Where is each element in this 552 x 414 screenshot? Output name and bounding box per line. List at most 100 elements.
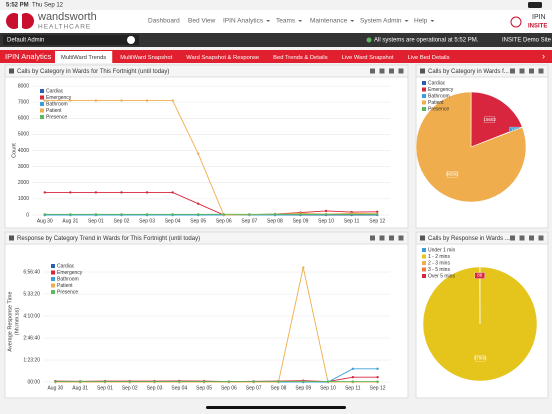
tab-label[interactable]: Ward Snapshot & Response <box>186 55 259 61</box>
battery <box>528 2 542 8</box>
nav-item[interactable]: Bed View <box>188 18 216 25</box>
nav-item[interactable]: Maintenance <box>310 18 348 25</box>
point <box>78 380 82 383</box>
point <box>351 367 355 370</box>
data-label: 66592 <box>446 171 459 176</box>
point <box>202 380 206 383</box>
y-tick-label: 3000 <box>18 164 29 170</box>
y-tick-label: 1000 <box>18 196 29 202</box>
x-tick-label: Sep 08 <box>271 385 287 391</box>
pie-slice <box>470 91 523 148</box>
legend-label: Bathroom <box>46 101 68 107</box>
panel-tool[interactable] <box>398 68 404 74</box>
nav-item[interactable]: System Admin <box>360 18 402 25</box>
panel-tool[interactable] <box>370 68 375 74</box>
panel-tool[interactable] <box>519 68 525 74</box>
legend-label: Patient <box>428 100 444 106</box>
panel-icon <box>420 68 425 74</box>
x-tick-label: Sep 02 <box>122 385 138 391</box>
brand: IPIN <box>532 14 546 21</box>
panel-header <box>4 231 409 245</box>
panel-tool[interactable] <box>389 68 394 74</box>
header <box>0 10 552 33</box>
y-tick-label: 4000 <box>18 148 29 154</box>
data-label: 57905 <box>474 355 487 360</box>
user-select[interactable] <box>3 35 139 45</box>
panel-tool[interactable] <box>529 68 534 74</box>
point <box>376 380 379 383</box>
y-tick-label: 6000 <box>18 116 29 122</box>
legend-label: Presence <box>428 106 449 112</box>
point <box>248 213 251 216</box>
legend-swatch <box>51 277 55 281</box>
caret <box>404 20 409 22</box>
point <box>350 213 353 216</box>
panel-tool[interactable] <box>519 235 525 241</box>
legend-swatch <box>40 108 44 113</box>
tab[interactable] <box>55 51 113 63</box>
panel-tool[interactable] <box>510 235 515 241</box>
user-icon[interactable] <box>127 36 135 44</box>
tab-label[interactable]: Live Ward Snapshot <box>342 55 394 61</box>
panel-tool[interactable] <box>370 235 375 241</box>
legend-label: 3 - 5 mins <box>428 267 450 273</box>
x-tick-label: Sep 07 <box>241 218 257 224</box>
point <box>128 380 131 383</box>
caret <box>430 20 435 22</box>
tab-label[interactable]: MultiWard Snapshot <box>120 55 172 61</box>
panel-tool[interactable] <box>538 235 544 241</box>
caret <box>298 20 303 22</box>
x-tick-label: Sep 05 <box>190 218 206 224</box>
x-tick-label: Sep 03 <box>139 218 155 224</box>
point <box>171 99 174 102</box>
panel-icon <box>420 235 425 241</box>
point <box>69 191 72 194</box>
panel-tool[interactable] <box>510 68 515 74</box>
user-name[interactable]: Default Admin <box>7 38 44 44</box>
point <box>94 191 98 194</box>
legend-label: Under 1 min <box>428 247 455 253</box>
panel <box>4 231 409 399</box>
panel-tool[interactable] <box>379 235 385 241</box>
point <box>197 202 200 205</box>
tab-next[interactable]: › <box>542 51 545 61</box>
x-tick-label: Sep 04 <box>171 385 187 391</box>
tab-label[interactable]: Bed Trends & Details <box>273 55 328 61</box>
legend-label: Patient <box>46 108 62 114</box>
point <box>145 213 149 216</box>
legend-label: Bathroom <box>57 276 79 282</box>
y-tick-label: 5:33:20 <box>23 291 40 297</box>
legend-swatch <box>422 100 426 105</box>
tab-label[interactable]: MultiWard Trends <box>61 55 106 61</box>
point <box>120 99 123 102</box>
point <box>277 380 280 383</box>
legend-swatch <box>422 94 426 98</box>
nav-item[interactable]: Dashboard <box>148 18 180 25</box>
panel-header <box>415 231 549 245</box>
legend-swatch <box>51 283 55 288</box>
legend-label: 2 - 3 mins <box>428 260 450 266</box>
panel-icon <box>9 68 14 74</box>
status-date: Thu Sep 12 <box>32 3 64 9</box>
x-tick-label: Sep 06 <box>221 385 237 391</box>
legend-swatch <box>40 102 44 106</box>
tab-label[interactable]: Live Bed Details <box>408 55 450 61</box>
panel-title: Response by Category Trend in Wards for … <box>17 236 200 242</box>
brand-sub: INSITE <box>528 24 547 30</box>
panel-tool[interactable] <box>389 235 394 241</box>
panel-tool[interactable] <box>529 235 534 241</box>
panel-tool[interactable] <box>398 235 404 241</box>
legend-swatch <box>422 267 426 272</box>
panel-tool[interactable] <box>538 68 544 74</box>
nav-item[interactable]: Teams <box>276 18 296 25</box>
x-tick-label: Sep 12 <box>370 385 386 391</box>
y-tick-label: 6:56:40 <box>23 269 40 275</box>
nav-item[interactable]: Help <box>414 18 428 25</box>
y-tick-label: 1:23:20 <box>23 357 40 363</box>
data-label: 15602 <box>483 117 496 122</box>
legend-label: 1 - 2 mins <box>428 254 450 260</box>
nav-item[interactable]: IPIN Analytics <box>223 18 264 25</box>
panel-tool[interactable] <box>379 68 385 74</box>
point <box>145 99 149 102</box>
